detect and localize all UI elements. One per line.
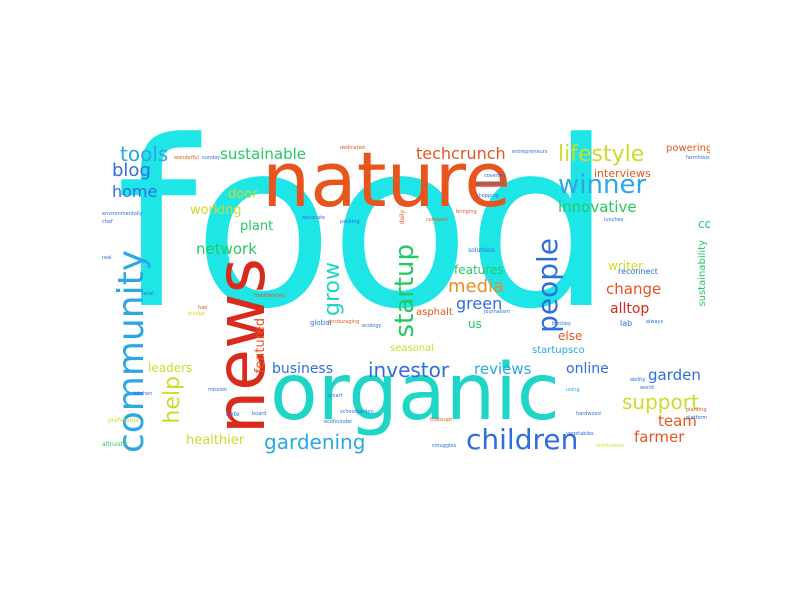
word-grow: grow	[320, 262, 345, 316]
word-packing: packing	[340, 219, 360, 225]
word-working: working	[190, 203, 242, 218]
word-media: media	[448, 276, 505, 297]
word-solutions: solutions	[468, 247, 495, 254]
word-entrepreneurs: entrepreneurs	[512, 149, 548, 155]
word-kitchen: kitchen	[134, 391, 153, 397]
word-advocate: advocate	[302, 215, 326, 221]
word-using: using	[566, 387, 580, 393]
word-farmer: farmer	[634, 428, 685, 446]
word-plant: plant	[240, 219, 274, 234]
word-else: else	[558, 329, 583, 343]
word-alltop: alltop	[610, 301, 650, 317]
word-smart: smart	[328, 393, 343, 399]
word-powering: powering	[666, 143, 710, 154]
word-business: business	[272, 361, 334, 377]
word-global: global	[310, 319, 332, 327]
word-platform: platform	[686, 415, 708, 421]
word-encouraging: encouraging	[328, 319, 360, 325]
word-innovative: innovative	[558, 198, 637, 216]
word-journalism: journalism	[484, 309, 511, 315]
word-organic: organic	[270, 348, 560, 438]
word-children: children	[466, 423, 579, 456]
word-healthier: healthier	[186, 433, 245, 448]
word-fuel: fuel	[198, 305, 208, 311]
word-sunday: sunday	[202, 155, 221, 161]
word-nature: nature	[262, 135, 512, 224]
word-winner: winner	[558, 170, 647, 200]
word-tools: tools	[120, 142, 169, 166]
word-seasonal: seasonal	[390, 343, 435, 354]
word-green: green	[456, 294, 503, 313]
word-online: online	[566, 361, 609, 377]
word-dedicated: dedicated	[340, 145, 365, 151]
word-lab: lab	[620, 319, 633, 328]
word-support: support	[622, 390, 699, 414]
word-investor: investor	[368, 358, 450, 382]
word-covering: covering	[484, 173, 506, 179]
word-home: home	[112, 182, 158, 201]
word-chef: chef	[102, 219, 113, 225]
word-help: help	[160, 376, 185, 424]
word-people: people	[531, 238, 564, 333]
word-smuggles: smuggles	[432, 443, 457, 449]
word-co: co	[698, 217, 710, 231]
word-ability: ability	[630, 377, 646, 383]
word-pledge: pledge	[188, 311, 206, 317]
word-bentley: bentley	[552, 321, 571, 327]
word-blog: blog	[112, 160, 151, 181]
word-planting: planting	[686, 407, 707, 413]
word-always: always	[646, 319, 664, 325]
word-environmentally: environmentally	[102, 211, 143, 217]
word-local: local	[142, 291, 154, 297]
word-institutions: institutions	[596, 443, 624, 449]
word-techcrunch: techcrunch	[416, 144, 506, 163]
word-door: door	[228, 187, 258, 202]
word-ecology: ecology	[362, 323, 382, 329]
word-preferable: preferable	[108, 417, 139, 424]
word-board: board	[252, 411, 267, 417]
word-foodlifestyle: foodlifestyle	[254, 293, 285, 299]
word-sustainability: sustainability	[697, 240, 708, 307]
word-team: team	[658, 412, 697, 430]
word-wonderful: wonderful	[174, 155, 199, 161]
word-ecofounder: ecofounder	[324, 419, 353, 425]
word-gardening: gardening	[264, 430, 366, 454]
word-real: real	[102, 255, 112, 261]
word-vegetables: vegetables	[566, 431, 594, 437]
word-startupsco: startupsco	[532, 345, 585, 356]
word-cloud: food nature news organic community child…	[100, 130, 710, 460]
word-schoolgarden: schoolgarden	[340, 409, 374, 415]
word-change: change	[606, 280, 662, 298]
word-featured: featured	[253, 318, 268, 374]
word-interviews: interviews	[594, 167, 651, 180]
word-us: us	[468, 317, 482, 331]
word-writer: writer	[608, 259, 644, 273]
word-mission: mission	[208, 387, 228, 393]
word-daily: daily	[399, 210, 406, 225]
word-note: note	[226, 411, 240, 418]
word-bringing: bringing	[456, 209, 477, 215]
word-network: network	[196, 240, 257, 258]
word-lifestyle: lifestyle	[558, 142, 645, 167]
word-compost: compost	[426, 217, 448, 223]
word-hardwood: hardwood	[576, 411, 601, 417]
word-features: features	[454, 263, 504, 277]
word-americorps: americorps	[476, 181, 505, 187]
word-food: food	[116, 130, 612, 360]
word-asphalt: asphalt	[416, 307, 453, 318]
word-sustainable: sustainable	[220, 145, 306, 163]
word-world: world	[640, 385, 654, 391]
word-tcdisrupt: tcdisrupt	[430, 417, 453, 423]
word-leaders: leaders	[148, 361, 193, 375]
word-reviews: reviews	[474, 360, 532, 378]
word-altruistic: altruistic	[102, 441, 129, 448]
word-reconnect: reconnect	[618, 267, 658, 276]
word-startup: startup	[390, 244, 420, 338]
word-lunches: lunches	[604, 217, 624, 223]
word-shopping: shopping	[476, 193, 499, 199]
word-garden: garden	[648, 366, 701, 384]
